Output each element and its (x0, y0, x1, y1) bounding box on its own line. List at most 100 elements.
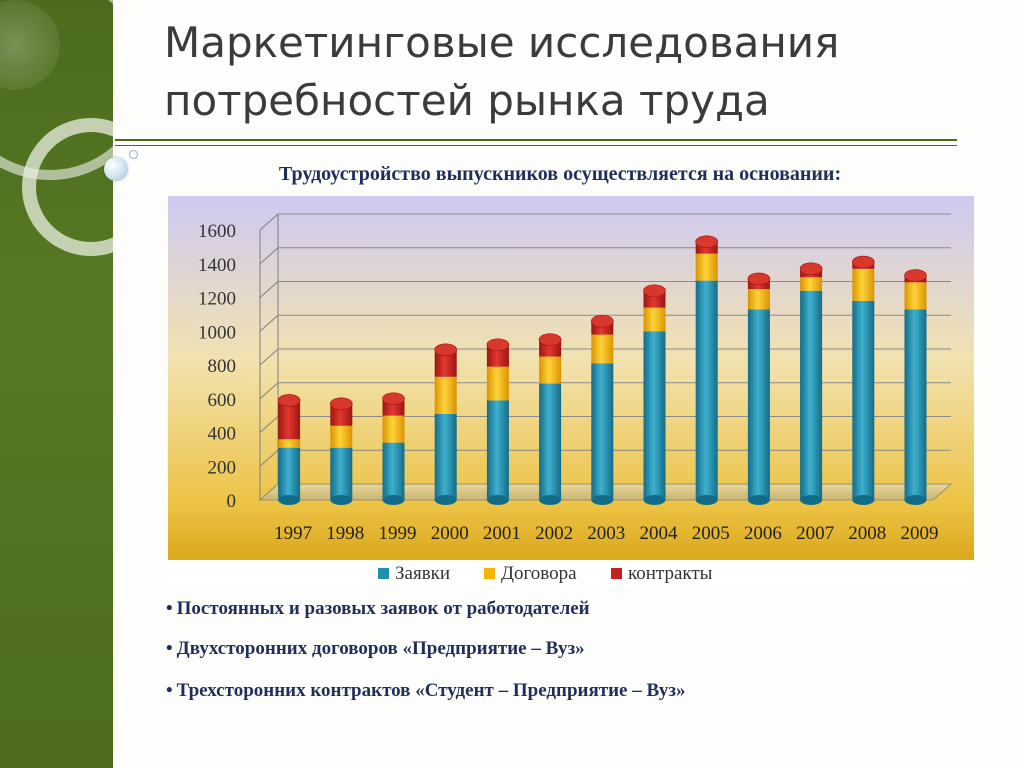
chart-legend: Заявки Договора контракты (378, 563, 713, 584)
bullet-item-zayavki: • Постоянных и разовых заявок от работода… (166, 598, 590, 620)
x-tick-label: 2009 (901, 523, 939, 544)
bullet-marker: • (166, 598, 173, 619)
bar-base (591, 495, 614, 505)
bar-segment (278, 439, 301, 448)
bar-base (904, 495, 927, 505)
x-tick-label: 2008 (848, 523, 886, 544)
bar-segment (486, 400, 509, 500)
bar-segment (330, 425, 353, 448)
bar-base (434, 495, 457, 505)
bar-cap (695, 235, 719, 249)
gridline-depth (259, 348, 279, 366)
chart-grid (259, 213, 951, 501)
y-tick-label: 1600 (198, 221, 236, 242)
bullet-text: Двухсторонних договоров «Предприятие – В… (176, 638, 585, 659)
bar-base (747, 495, 770, 505)
decorative-bubble-small (129, 150, 138, 159)
bar-cap (277, 394, 301, 407)
bar-base (852, 495, 875, 505)
legend-swatch (484, 568, 495, 579)
bar-base (539, 495, 562, 505)
bar-segment (800, 290, 823, 500)
bar-segment (643, 307, 666, 332)
sidebar-decoration (0, 0, 113, 768)
bar-segment (591, 363, 614, 500)
y-tick-label: 200 (208, 457, 237, 478)
bar-cap (590, 314, 614, 328)
bar-segment (904, 282, 927, 310)
bar-cap (904, 269, 927, 282)
bar-segment (852, 268, 875, 301)
gridline-depth (259, 314, 279, 332)
bullet-text: Постоянных и разовых заявок от работодат… (176, 598, 590, 619)
bar-base (278, 495, 301, 505)
bar-segment (330, 447, 353, 500)
bar-segment (591, 334, 614, 364)
title-divider-thin (115, 145, 957, 146)
slide-title-line1: Маркетинговые исследования (164, 18, 840, 67)
bar-cap (486, 338, 510, 352)
bar-base (382, 495, 405, 505)
slide-subtitle: Трудоустройство выпускников осуществляет… (278, 163, 842, 185)
y-tick-label: 1400 (198, 255, 236, 276)
bar-segment (747, 309, 770, 500)
bar-segment (695, 253, 718, 281)
x-tick-label: 1998 (326, 523, 364, 544)
bar-segment (382, 442, 405, 500)
bullet-marker: • (166, 638, 173, 659)
bar-cap (330, 397, 353, 411)
x-tick-label: 2002 (535, 523, 573, 544)
bullet-text: Трехсторонних контрактов «Студент – Пред… (176, 680, 686, 701)
bar-cap (799, 262, 823, 276)
legend-label: Заявки (395, 563, 450, 584)
gridline-depth (259, 281, 279, 298)
x-tick-label: 2006 (744, 523, 782, 544)
y-tick-label: 400 (208, 424, 237, 445)
bar-cap (747, 272, 771, 286)
slide-title: Маркетинговые исследования потребностей … (164, 14, 984, 130)
gridline-depth (259, 449, 279, 467)
title-divider (115, 139, 957, 141)
bar-base (486, 495, 509, 505)
x-tick-label: 2004 (640, 523, 679, 544)
gridline-depth (259, 416, 279, 433)
bar-cap (643, 284, 666, 298)
legend-label: Договора (501, 563, 577, 584)
y-tick-label: 800 (208, 356, 237, 377)
bar-segment (278, 400, 301, 440)
x-tick-label: 2005 (692, 523, 730, 544)
bar-segment (800, 277, 823, 291)
x-tick-label: 1997 (274, 523, 312, 544)
legend-label: контракты (628, 563, 713, 584)
bar-segment (695, 280, 718, 500)
bar-base (643, 495, 666, 505)
bar-segment (278, 447, 301, 500)
bar-cap (538, 333, 562, 346)
bar-base (800, 495, 823, 505)
x-tick-label: 2007 (796, 523, 834, 544)
gridline-depth (259, 382, 279, 400)
bar-segment (434, 413, 457, 500)
stacked-bar-chart: 0 200 400 600 800 1000 1200 1400 1600 1997 1998 199… (168, 196, 974, 588)
x-tick-label: 2003 (587, 523, 625, 544)
bullet-item-dogovora: • Двухсторонних договоров «Предприятие – … (166, 638, 585, 660)
y-tick-label: 0 (227, 491, 237, 512)
legend-background (168, 560, 974, 588)
legend-swatch (611, 568, 622, 579)
bullet-item-kontrakty: • Трехсторонних контрактов «Студент – Пре… (166, 680, 686, 702)
decorative-bubble (104, 157, 128, 181)
bar-segment (539, 383, 562, 500)
bar-segment (382, 415, 405, 443)
gridline-depth (259, 213, 279, 231)
bar-cap (434, 343, 458, 357)
bar-base (330, 495, 353, 505)
bar-segment (904, 309, 927, 500)
bar-segment (539, 356, 562, 384)
bar-segment (747, 289, 770, 310)
bar-segment (434, 349, 457, 377)
bar-cap (851, 255, 875, 269)
bar-segment (852, 300, 875, 500)
bar-segment (643, 331, 666, 500)
x-tick-label: 2001 (483, 523, 521, 544)
chart-labels: 0 200 400 600 800 1000 1200 1400 1600 1997 1998 199… (198, 221, 939, 544)
